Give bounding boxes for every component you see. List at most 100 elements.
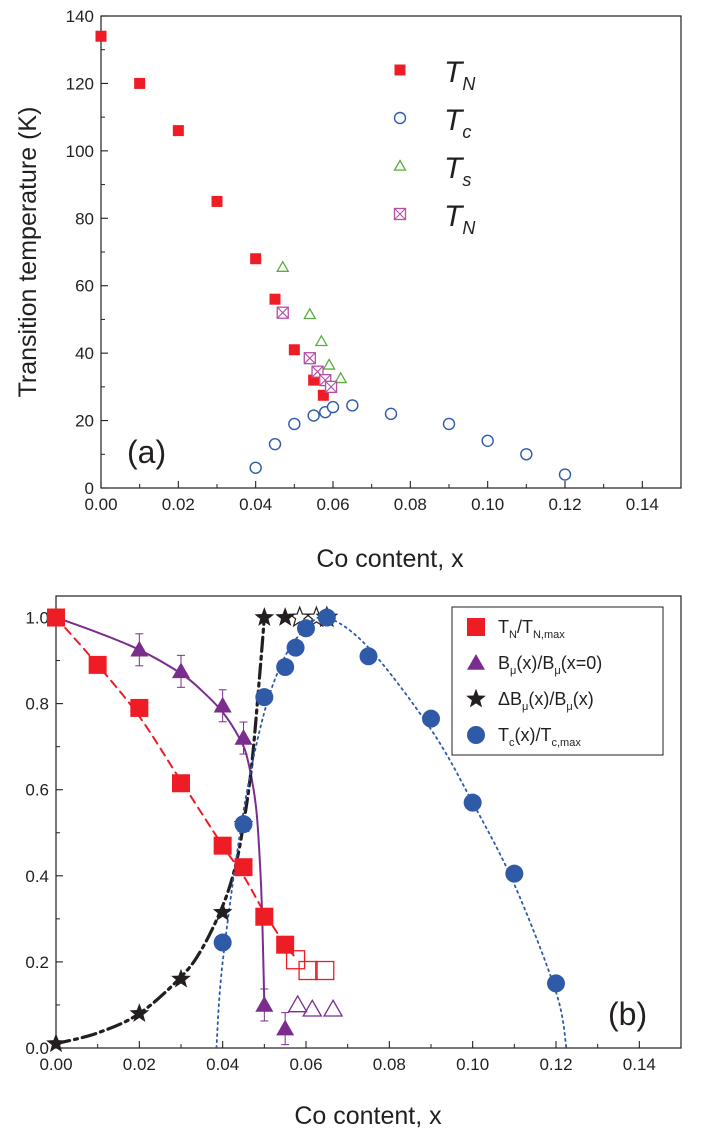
y-tick-label: 60 xyxy=(75,277,94,296)
y-tick-label: 1.0 xyxy=(25,609,49,628)
data-point xyxy=(276,306,289,319)
x-tick-label: 0.06 xyxy=(316,495,349,514)
y-tick-label: 120 xyxy=(66,74,94,93)
panel-b-series xyxy=(46,605,565,1053)
data-point xyxy=(129,1003,150,1022)
data-point xyxy=(88,655,107,674)
data-point xyxy=(558,468,572,481)
legend-label: ΔBμ(x)/Bμ(x) xyxy=(498,689,594,713)
legend-item: Bμ(x)/Bμ(x=0) xyxy=(467,653,602,677)
data-point xyxy=(234,858,253,877)
data-point xyxy=(254,607,275,626)
panel-a-xlabel: Co content, x xyxy=(316,545,464,573)
legend-marker xyxy=(467,726,485,744)
data-point xyxy=(481,434,494,447)
x-tick-label: 0.14 xyxy=(626,495,659,514)
data-point xyxy=(303,352,316,365)
data-point xyxy=(326,400,340,414)
data-point xyxy=(322,998,344,1017)
data-point xyxy=(297,619,315,638)
data-point xyxy=(346,399,359,412)
data-point xyxy=(172,662,190,679)
data-point xyxy=(317,389,329,401)
panel-a-ylabel: Transition temperature (K) xyxy=(14,107,42,398)
data-point xyxy=(234,815,253,834)
series-tn-tn-max xyxy=(47,608,295,954)
series-bmu-x-bmu-x-0- xyxy=(130,633,295,1046)
legend-item: TN xyxy=(393,200,476,238)
data-point xyxy=(287,994,308,1013)
panel-a-series xyxy=(95,30,572,481)
y-tick-label: 140 xyxy=(66,7,94,26)
legend-label: Ts xyxy=(444,152,471,190)
y-tick-label: 20 xyxy=(75,412,94,431)
legend-item: TN xyxy=(394,56,476,94)
x-tick-label: 0.08 xyxy=(373,1055,406,1074)
legend-marker xyxy=(393,207,407,221)
data-point xyxy=(213,836,232,855)
panel-a-ticks: 0.00 0.02 0.04 0.06 0.08 0.10 0.12 0.14 0 20 40 60 8… xyxy=(66,7,659,514)
data-point xyxy=(276,658,295,677)
data-point xyxy=(255,688,274,707)
data-point xyxy=(298,960,318,981)
data-point xyxy=(268,437,282,451)
legend-marker xyxy=(394,64,406,76)
y-tick-label: 0.6 xyxy=(25,781,49,800)
x-tick-label: 0.04 xyxy=(239,495,272,514)
x-tick-label: 0.14 xyxy=(623,1055,656,1074)
y-tick-label: 0.0 xyxy=(25,1039,49,1058)
y-tick-label: 0.2 xyxy=(25,953,49,972)
data-point xyxy=(547,974,565,993)
series-t-c xyxy=(249,399,572,481)
data-point xyxy=(463,793,482,812)
data-point xyxy=(302,998,323,1017)
fit-line-bmu-fit xyxy=(55,616,266,1006)
data-point xyxy=(505,864,524,883)
panel-b-label: (b) xyxy=(608,996,647,1032)
data-point xyxy=(303,307,317,320)
panel-b: 0.00 0.02 0.04 0.06 0.08 0.10 0.12 0.14 0.0 0.2 0.… xyxy=(25,595,682,1130)
series-tn-tn-max-open xyxy=(285,950,335,981)
data-point xyxy=(520,448,533,461)
data-point xyxy=(322,358,336,370)
data-point xyxy=(285,950,306,970)
panel-a-legend: TN Tc Ts TN xyxy=(393,56,476,238)
data-point xyxy=(317,608,336,627)
legend-marker xyxy=(467,654,485,670)
fit-line-dbmu-fit xyxy=(54,615,266,1046)
legend-label: TN xyxy=(444,56,476,94)
data-point xyxy=(212,902,233,921)
data-point xyxy=(442,417,456,431)
data-point xyxy=(308,374,320,386)
y-tick-label: 0.8 xyxy=(25,695,49,714)
x-tick-label: 0.12 xyxy=(548,495,581,514)
data-point xyxy=(276,935,295,954)
data-point xyxy=(255,907,274,926)
legend-item: TN/TN,max xyxy=(467,617,565,641)
x-tick-label: 0.02 xyxy=(162,495,195,514)
data-point xyxy=(211,195,223,207)
y-tick-label: 100 xyxy=(66,142,94,161)
data-point xyxy=(288,417,301,431)
data-point xyxy=(324,380,338,394)
data-point xyxy=(250,253,262,265)
x-tick-label: 0.10 xyxy=(456,1055,489,1074)
legend-item: Ts xyxy=(393,152,471,190)
series-t-n-mu- xyxy=(276,306,338,394)
legend-item: ΔBμ(x)/Bμ(x) xyxy=(466,688,594,713)
data-point xyxy=(288,344,300,356)
x-tick-label: 0.04 xyxy=(206,1055,239,1074)
panel-b-xlabel: Co content, x xyxy=(294,1102,442,1130)
legend-marker xyxy=(393,111,407,125)
legend-marker xyxy=(467,618,485,636)
y-tick-label: 0 xyxy=(85,479,94,498)
data-point xyxy=(234,729,253,745)
x-tick-label: 0.06 xyxy=(289,1055,322,1074)
x-tick-label: 0.02 xyxy=(123,1055,156,1074)
data-point xyxy=(269,293,281,305)
series-t-s xyxy=(276,260,348,384)
panel-b-legend-box xyxy=(451,606,664,756)
data-point xyxy=(286,638,305,657)
y-tick-label: 40 xyxy=(75,344,94,363)
